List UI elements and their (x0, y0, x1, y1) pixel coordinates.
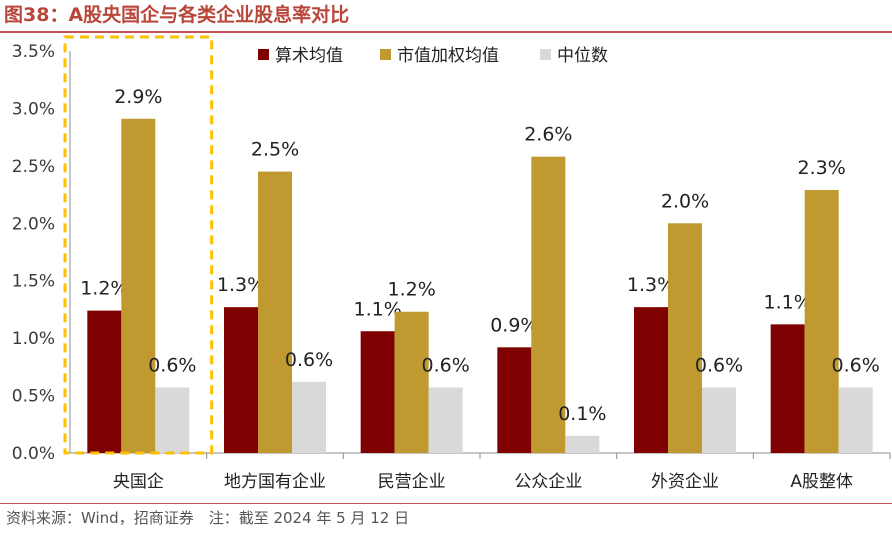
data-label: 2.6% (524, 124, 572, 146)
bar (360, 331, 395, 453)
data-label: 0.1% (558, 403, 606, 425)
category-label: 央国企 (113, 472, 164, 492)
source-note: 资料来源：Wind，招商证券 注：截至 2024 年 5 月 12 日 (6, 509, 410, 527)
bar (497, 347, 532, 453)
title-rule (0, 31, 892, 33)
legend-swatch (540, 49, 551, 60)
data-label: 1.2% (80, 278, 128, 300)
legend-label: 算术均值 (275, 46, 343, 66)
data-label: 2.9% (114, 86, 162, 108)
bar (838, 387, 873, 453)
data-label: 1.2% (388, 279, 436, 301)
bar (531, 156, 566, 453)
bar (428, 387, 463, 453)
y-tick-label: 3.5% (12, 42, 55, 62)
data-label: 1.3% (217, 274, 265, 296)
bar (804, 189, 839, 453)
footer-rule (0, 503, 892, 504)
y-tick-label: 3.0% (12, 99, 55, 119)
bar (634, 307, 668, 453)
bar (121, 118, 156, 453)
data-label: 0.6% (832, 355, 880, 377)
y-tick-label: 2.5% (12, 157, 55, 177)
legend-label: 中位数 (557, 46, 608, 66)
data-label: 2.0% (661, 190, 709, 212)
highlight-box (63, 35, 214, 455)
y-tick-label: 0.5% (12, 387, 55, 407)
category-label: 公众企业 (514, 472, 582, 492)
bar (394, 311, 429, 453)
bar (292, 381, 326, 453)
legend-swatch (258, 49, 269, 60)
category-label: 地方国有企业 (224, 472, 326, 492)
bar (668, 223, 702, 453)
bar (87, 310, 122, 453)
legend-swatch (380, 49, 391, 60)
category-label: 民营企业 (378, 472, 446, 492)
y-tick-label: 0.0% (12, 444, 55, 464)
data-label: 0.9% (490, 314, 538, 336)
figure-title: 图38：A股央国企与各类企业股息率对比 (4, 4, 350, 26)
bar (565, 435, 600, 453)
data-label: 2.5% (251, 139, 299, 161)
data-label: 1.1% (764, 291, 812, 313)
y-tick-label: 1.0% (12, 329, 55, 349)
bar (770, 324, 805, 453)
data-label: 0.6% (285, 349, 333, 371)
legend-label: 市值加权均值 (397, 46, 499, 66)
data-label: 1.1% (354, 298, 402, 320)
data-label: 0.6% (695, 355, 743, 377)
bar (155, 387, 190, 453)
bar-chart: 0.0% 0.5% 1.0% 1.5% 2.0% 2.5% 3.0% 3.5% 1.2% 2.9%… (12, 35, 891, 492)
bar (258, 171, 292, 453)
data-label: 2.3% (798, 157, 846, 179)
y-tick-label: 1.5% (12, 272, 55, 292)
bar (702, 387, 736, 453)
data-label: 0.6% (148, 355, 196, 377)
data-label: 0.6% (422, 355, 470, 377)
y-tick-label: 2.0% (12, 214, 55, 234)
data-label: 1.3% (627, 274, 675, 296)
category-label: A股整体 (790, 472, 853, 492)
bar (224, 307, 258, 453)
category-label: 外资企业 (651, 472, 719, 492)
